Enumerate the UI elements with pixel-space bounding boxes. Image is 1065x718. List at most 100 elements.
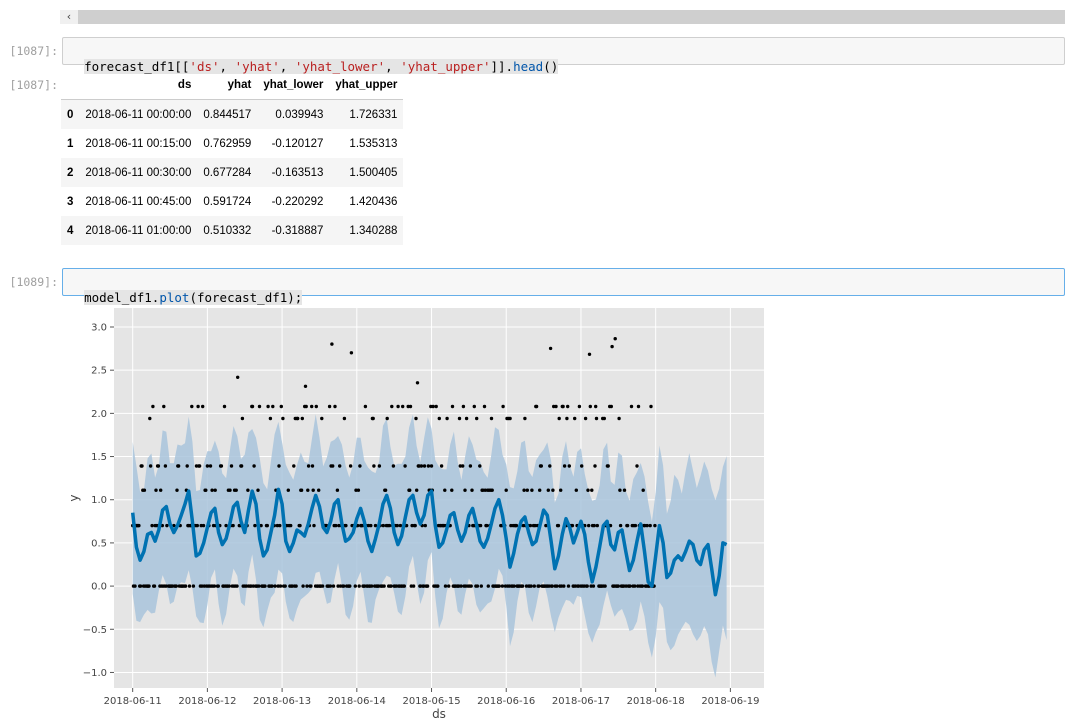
data-point bbox=[419, 464, 424, 468]
horizontal-scrollbar[interactable]: ‹ bbox=[60, 10, 1065, 24]
data-point bbox=[443, 488, 447, 492]
data-point bbox=[533, 523, 537, 528]
x-tick-label: 2018-06-13 bbox=[253, 696, 311, 707]
data-point bbox=[371, 416, 375, 421]
row-index: 1 bbox=[67, 137, 74, 150]
data-point bbox=[554, 404, 558, 409]
data-point bbox=[483, 488, 487, 492]
data-point bbox=[278, 584, 283, 588]
data-point bbox=[570, 523, 575, 528]
column-header bbox=[61, 71, 80, 100]
data-point bbox=[236, 375, 240, 379]
y-tick-label: 0.0 bbox=[91, 582, 107, 593]
data-point bbox=[239, 464, 244, 468]
data-point bbox=[574, 488, 578, 492]
data-point bbox=[415, 488, 419, 492]
data-point bbox=[580, 464, 584, 468]
data-point bbox=[369, 523, 373, 528]
x-tick-label: 2018-06-19 bbox=[701, 696, 759, 707]
data-point bbox=[152, 584, 157, 588]
data-point bbox=[426, 464, 431, 468]
data-point bbox=[565, 416, 569, 421]
data-point bbox=[290, 584, 294, 588]
data-point bbox=[429, 464, 434, 468]
data-point bbox=[140, 464, 144, 468]
data-point bbox=[588, 404, 592, 409]
code-cell-plot[interactable]: model_df1.plot(forecast_df1); bbox=[62, 268, 1065, 305]
scroll-left-arrow-icon[interactable]: ‹ bbox=[60, 10, 78, 24]
data-point bbox=[327, 404, 332, 409]
data-point bbox=[562, 584, 566, 588]
data-point bbox=[273, 584, 277, 588]
data-point bbox=[219, 464, 224, 468]
data-point bbox=[633, 584, 637, 588]
data-point bbox=[336, 584, 340, 588]
data-point bbox=[590, 488, 594, 492]
data-point bbox=[457, 416, 462, 421]
data-point bbox=[250, 404, 255, 409]
data-point bbox=[439, 464, 444, 468]
data-point bbox=[395, 523, 399, 528]
data-point bbox=[310, 464, 315, 468]
data-point bbox=[271, 404, 275, 409]
data-point bbox=[205, 464, 210, 468]
data-point bbox=[358, 464, 362, 468]
code-token: plot bbox=[159, 290, 190, 305]
data-point bbox=[197, 464, 202, 468]
data-point bbox=[501, 404, 505, 409]
x-axis-ticks: 2018-06-11 2018-06-12 2018-06-13 2018-06-14… bbox=[104, 688, 759, 707]
data-point bbox=[301, 584, 305, 588]
data-point bbox=[283, 584, 287, 588]
data-point bbox=[486, 584, 490, 588]
data-point bbox=[311, 488, 315, 492]
data-point bbox=[546, 488, 550, 492]
data-point bbox=[645, 523, 649, 528]
data-point bbox=[289, 523, 293, 528]
data-point bbox=[470, 488, 474, 492]
data-point bbox=[369, 584, 374, 588]
code-token: model_df1. bbox=[84, 290, 160, 305]
code-token: head bbox=[513, 59, 544, 74]
data-point bbox=[464, 416, 469, 421]
data-point bbox=[148, 416, 152, 421]
data-point bbox=[348, 464, 353, 468]
data-point bbox=[148, 464, 153, 468]
table-cell: 2018-06-11 00:00:00 bbox=[85, 108, 192, 121]
data-point bbox=[606, 464, 610, 468]
data-point bbox=[210, 488, 214, 492]
x-tick-label: 2018-06-12 bbox=[178, 696, 236, 707]
data-point bbox=[469, 584, 473, 588]
data-point bbox=[532, 584, 536, 588]
data-point bbox=[472, 404, 476, 409]
data-point bbox=[333, 404, 337, 409]
data-point bbox=[653, 523, 657, 528]
data-point bbox=[172, 523, 176, 528]
data-point bbox=[414, 416, 418, 421]
data-point bbox=[240, 416, 245, 421]
data-point bbox=[567, 464, 571, 468]
data-point bbox=[174, 584, 178, 588]
data-point bbox=[265, 523, 269, 528]
data-point bbox=[201, 523, 206, 528]
data-point bbox=[573, 416, 577, 421]
data-point bbox=[227, 584, 231, 588]
data-point bbox=[356, 488, 361, 492]
data-point bbox=[475, 584, 480, 588]
data-point bbox=[252, 464, 256, 468]
code-cell-head[interactable]: forecast_df1[['ds', 'yhat', 'yhat_lower'… bbox=[62, 37, 1065, 74]
data-point bbox=[275, 523, 280, 528]
x-tick-label: 2018-06-11 bbox=[104, 696, 162, 707]
data-point bbox=[458, 464, 462, 468]
data-point bbox=[479, 584, 483, 588]
data-point bbox=[628, 584, 632, 588]
data-point bbox=[566, 584, 571, 588]
table-cell: 1.420436 bbox=[349, 195, 398, 208]
table-cell: 2018-06-11 01:00:00 bbox=[85, 224, 192, 237]
table-row: 4 2018-06-11 01:00:00 0.510332 -0.318887 1.3… bbox=[61, 216, 404, 245]
data-point bbox=[296, 416, 300, 421]
y-tick-label: 2.5 bbox=[91, 366, 107, 377]
data-point bbox=[310, 404, 314, 409]
data-point bbox=[201, 404, 205, 409]
data-point bbox=[617, 416, 621, 421]
data-point bbox=[137, 523, 141, 528]
